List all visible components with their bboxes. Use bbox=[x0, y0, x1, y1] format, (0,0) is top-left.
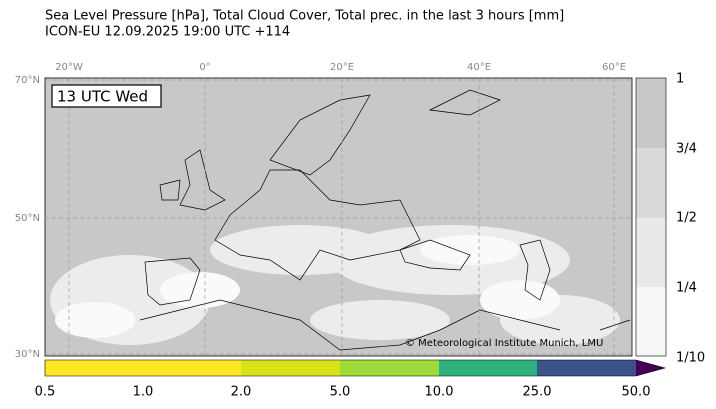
lon-label: 40°E bbox=[467, 62, 491, 73]
cloud-label: 1/2 bbox=[676, 211, 697, 226]
precip-band bbox=[439, 360, 537, 376]
precip-label: 1.0 bbox=[133, 385, 154, 400]
time-box bbox=[51, 84, 162, 108]
cloud-label: 1 bbox=[676, 72, 684, 87]
precip-extend bbox=[636, 360, 665, 376]
precip-band bbox=[241, 360, 340, 376]
subtitle: ICON-EU 12.09.2025 19:00 UTC +114 bbox=[45, 25, 290, 40]
lat-label: 70°N bbox=[15, 75, 40, 86]
precip-band bbox=[340, 360, 439, 376]
precip-label: 50.0 bbox=[622, 385, 651, 400]
cloud-band bbox=[636, 78, 666, 148]
time-label: 13 UTC Wed bbox=[57, 88, 148, 106]
cloud-label: 1/4 bbox=[676, 281, 697, 296]
cloud-label: 1/10 bbox=[676, 351, 705, 366]
precip-label: 5.0 bbox=[330, 385, 351, 400]
precip-label: 0.5 bbox=[35, 385, 56, 400]
lon-label: 60°E bbox=[602, 62, 626, 73]
precip-label: 10.0 bbox=[425, 385, 454, 400]
precip-label: 25.0 bbox=[523, 385, 552, 400]
cloud-colorbar: 1 3/4 1/2 1/4 1/10 bbox=[635, 72, 705, 366]
cloud-frame bbox=[635, 77, 667, 357]
cloud-band bbox=[636, 287, 666, 356]
lon-label: 0° bbox=[199, 62, 210, 73]
precip-band bbox=[45, 360, 241, 376]
cloud-label: 3/4 bbox=[676, 142, 697, 157]
cloud-band bbox=[636, 218, 666, 287]
clear-patches bbox=[55, 235, 560, 338]
lon-label: 20°E bbox=[330, 62, 354, 73]
precip-label: 2.0 bbox=[231, 385, 252, 400]
precip-frame bbox=[44, 359, 667, 377]
lat-label: 30°N bbox=[15, 349, 40, 360]
lat-label: 50°N bbox=[15, 213, 40, 224]
title: Sea Level Pressure [hPa], Total Cloud Co… bbox=[45, 9, 564, 24]
graticule bbox=[45, 78, 632, 356]
precip-band bbox=[537, 360, 636, 376]
precip-colorbar: 0.5 1.0 2.0 5.0 10.0 25.0 50.0 bbox=[35, 359, 667, 400]
cloud-band bbox=[636, 148, 666, 218]
map: 20°W 0° 20°E 40°E 60°E 70°N 50°N 30°N 13… bbox=[15, 62, 633, 360]
coastlines bbox=[139, 89, 631, 351]
credit: © Meteorological Institute Munich, LMU bbox=[405, 338, 603, 349]
lon-label: 20°W bbox=[55, 62, 83, 73]
